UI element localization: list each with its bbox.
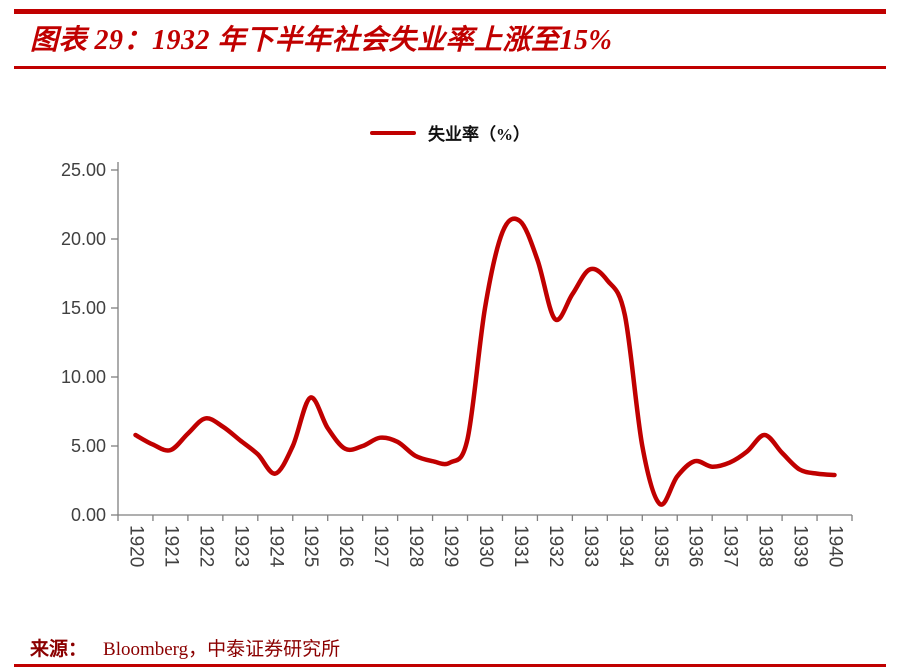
y-tick-labels: 0.00 5.00 10.00 15.00 20.00 25.00 (61, 160, 106, 525)
x-tick-label: 1931 (510, 525, 531, 567)
x-tick-label: 1921 (160, 525, 181, 567)
source-line: 来源： Bloomberg，中泰证券研究所 (30, 634, 340, 661)
x-tick-label: 1939 (790, 525, 811, 567)
y-tick-label: 25.00 (61, 160, 106, 180)
unemployment-series-line (133, 216, 837, 507)
x-tick-label: 1920 (125, 525, 146, 567)
x-tick-label: 1940 (825, 525, 846, 567)
chart-legend: 失业率（%） (0, 120, 900, 145)
source-prefix: 来源： (30, 639, 88, 660)
x-tick-label: 1923 (230, 525, 251, 567)
x-tick-label: 1937 (720, 525, 741, 567)
header-rule-top (14, 9, 886, 14)
x-tick-label: 1933 (580, 525, 601, 567)
x-tick-label: 1930 (475, 525, 496, 567)
source-text: Bloomberg，中泰证券研究所 (103, 639, 341, 660)
x-tick-label: 1926 (335, 525, 356, 567)
legend-label: 失业率（%） (428, 125, 530, 144)
x-tick-label: 1928 (405, 525, 426, 567)
y-tick-label: 20.00 (61, 229, 106, 249)
x-tick-label: 1924 (265, 525, 286, 568)
x-tick-label: 1934 (615, 525, 636, 568)
x-tick-label: 1935 (650, 525, 671, 567)
axes (111, 162, 853, 521)
x-tick-label: 1925 (300, 525, 321, 567)
x-tick-labels: 1920 1921 1922 1923 1924 1925 1926 1927 1928 1929… (125, 525, 845, 568)
x-tick-label: 1929 (440, 525, 461, 567)
chart-title: 图表 29：1932 年下半年社会失业率上涨至15% (30, 25, 613, 56)
y-tick-label: 10.00 (61, 367, 106, 387)
y-tick-label: 15.00 (61, 298, 106, 318)
header-rule-bottom (14, 66, 886, 69)
unemployment-line-chart: 0.00 5.00 10.00 15.00 20.00 25.00 1920 1921 1922… (61, 160, 853, 568)
x-tick-label: 1932 (545, 525, 566, 567)
x-tick-label: 1922 (195, 525, 216, 567)
x-tick-label: 1936 (685, 525, 706, 567)
y-tick-label: 0.00 (71, 505, 106, 525)
legend-line-icon (370, 130, 416, 135)
x-tick-label: 1938 (755, 525, 776, 567)
x-tick-label: 1927 (370, 525, 391, 567)
footer-rule (14, 664, 886, 667)
y-tick-label: 5.00 (71, 436, 106, 456)
